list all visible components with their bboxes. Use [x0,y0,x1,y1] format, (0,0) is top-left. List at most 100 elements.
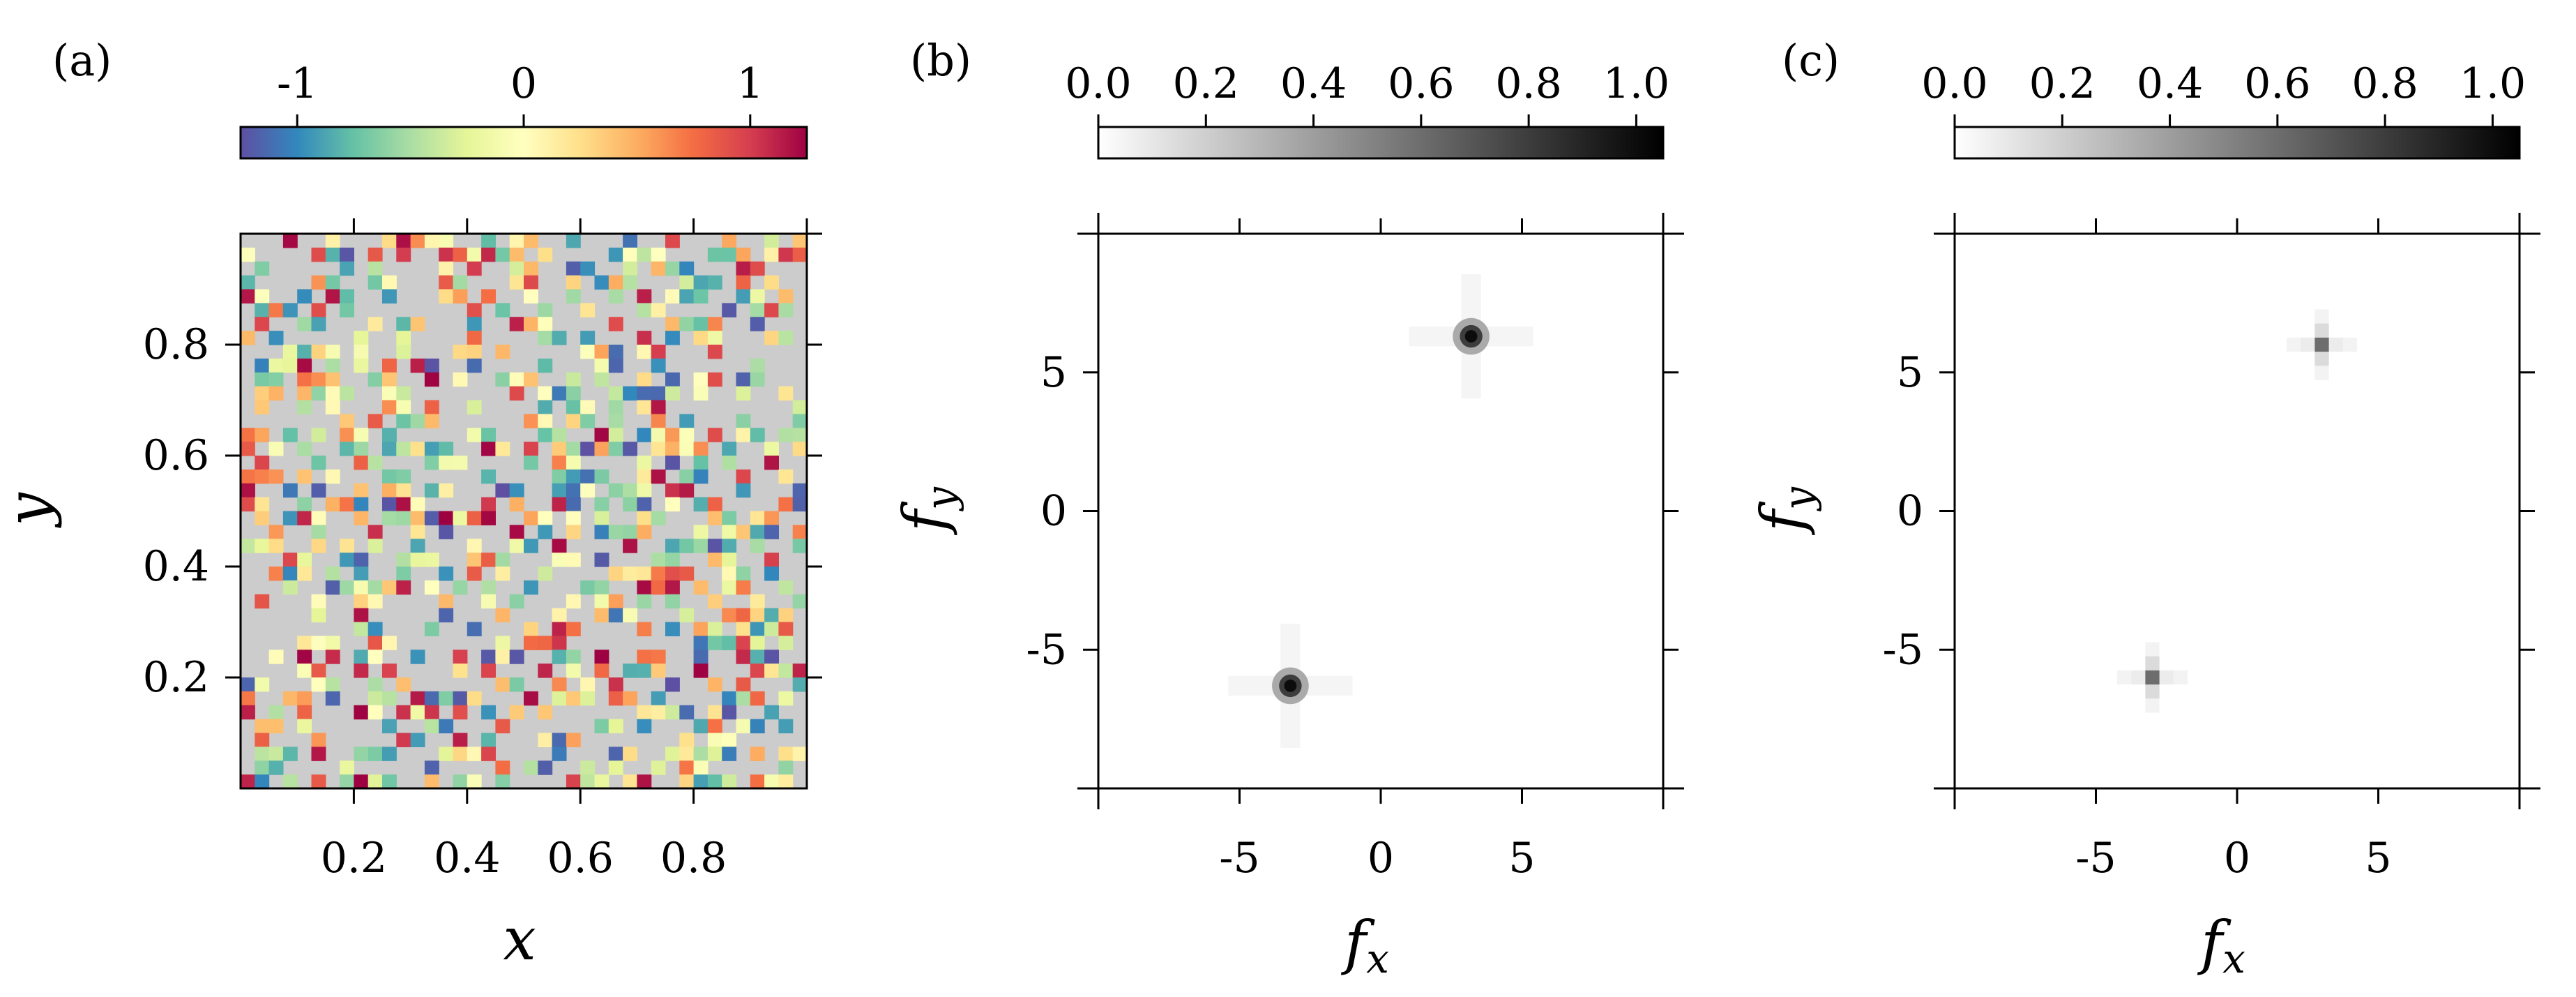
heatmap-cell [241,275,255,290]
heatmap-cell [679,414,695,428]
colorbar-tick-label: 0.6 [1388,59,1454,108]
heatmap-cell [707,747,722,761]
heatmap-cell [382,386,397,401]
heatmap-cell [439,442,454,456]
heatmap-cell [665,483,680,498]
heatmap-cell [354,497,369,512]
heatmap-cell [481,289,496,303]
heatmap-cell [764,331,779,345]
heatmap-cell [453,691,468,706]
heatmap-cell [255,303,270,317]
heatmap-cell [736,691,751,706]
heatmap-cell [340,760,354,775]
heatmap-cell [311,511,326,525]
colorbar-tick-label: 0.6 [2244,59,2310,108]
heatmap-cell [580,303,596,317]
heatmap-cell [325,289,340,303]
heatmap-cell [722,247,737,262]
heatmap-cell [736,469,751,484]
heatmap-cell [608,608,623,623]
heatmap-cell [282,428,298,442]
heatmap-cell [651,650,666,664]
heatmap-cell [722,456,737,470]
heatmap-cell [594,275,609,290]
heatmap-cell [354,428,369,442]
heatmap-cell [778,428,794,442]
heatmap-cell [325,580,340,595]
heatmap-cell [693,497,709,512]
heatmap-cell [509,705,524,720]
heatmap-cell [693,372,709,387]
heatmap-cell [282,580,298,595]
heatmap-cell [750,261,765,276]
heatmap-cell [608,691,623,706]
heatmap-cell [524,636,538,650]
heatmap-cell [453,372,468,387]
heatmap-cell [382,442,397,456]
heatmap-cell [764,525,779,539]
heatmap-cell [311,456,326,470]
heatmap-cell [509,594,524,609]
heatmap-cell [764,247,779,262]
heatmap-cell [297,345,312,359]
heatmap-cell [495,553,510,567]
peak-pixel [2159,670,2174,685]
heatmap-cell [396,317,411,331]
heatmap-cell [311,247,326,262]
heatmap-cell [594,580,609,595]
heatmap-cell [524,234,538,248]
heatmap-cell [778,760,794,775]
heatmap-cell [325,345,340,359]
heatmap-cell [368,705,383,720]
panel-a: (a) -1 0 1 0.2 0.4 0.6 0.8 0.2 0.4 0.6 0.8 x y [0,35,822,973]
heatmap-cell [354,608,369,623]
heatmap-cell [679,567,695,581]
heatmap-cell [481,705,496,720]
heatmap-cell [538,317,553,331]
heatmap-cell [311,733,326,747]
heatmap-cell [268,469,284,484]
heatmap-cell [750,289,765,303]
heatmap-cell [707,247,722,262]
heatmap-cell [424,400,439,414]
heatmap-cell [410,691,425,706]
heatmap-cell [637,497,652,512]
heatmap-cell [325,677,340,692]
heatmap-cell [665,567,680,581]
colorbar-tick-label: 0.4 [2137,59,2203,108]
heatmap-cell [608,275,623,290]
heatmap-cell [736,636,751,650]
heatmap-cell [509,234,524,248]
heatmap-cell [637,622,652,636]
heatmap-cell [637,289,652,303]
heatmap-cell [538,705,553,720]
heatmap-cell [439,261,454,276]
heatmap-cell [268,372,284,387]
heatmap-cell [481,234,496,248]
heatmap-cell [566,456,581,470]
heatmap-cell [623,608,637,623]
heatmap-cell [722,234,737,248]
heatmap-cell [467,303,482,317]
heatmap-cell [268,331,284,345]
peak-pixel [2342,337,2358,352]
heatmap-cell [623,497,637,512]
heatmap-cell [764,442,779,456]
heatmap-cell [552,442,567,456]
heatmap-cell [778,691,794,706]
heatmap-cell [538,664,553,678]
heatmap-cell [382,400,397,414]
heatmap-cell [368,747,383,761]
heatmap-cell [368,372,383,387]
heatmap-cell [679,428,695,442]
heatmap-cell [651,691,666,706]
heatmap-cell [311,483,326,498]
heatmap-cell [241,289,255,303]
heatmap-cell [623,275,637,290]
heatmap-cell [439,234,454,248]
heatmap-cell [665,331,680,345]
heatmap-cell [255,386,270,401]
heatmap-cell [325,247,340,262]
heatmap-cell [778,331,794,345]
heatmap-cell [778,747,794,761]
